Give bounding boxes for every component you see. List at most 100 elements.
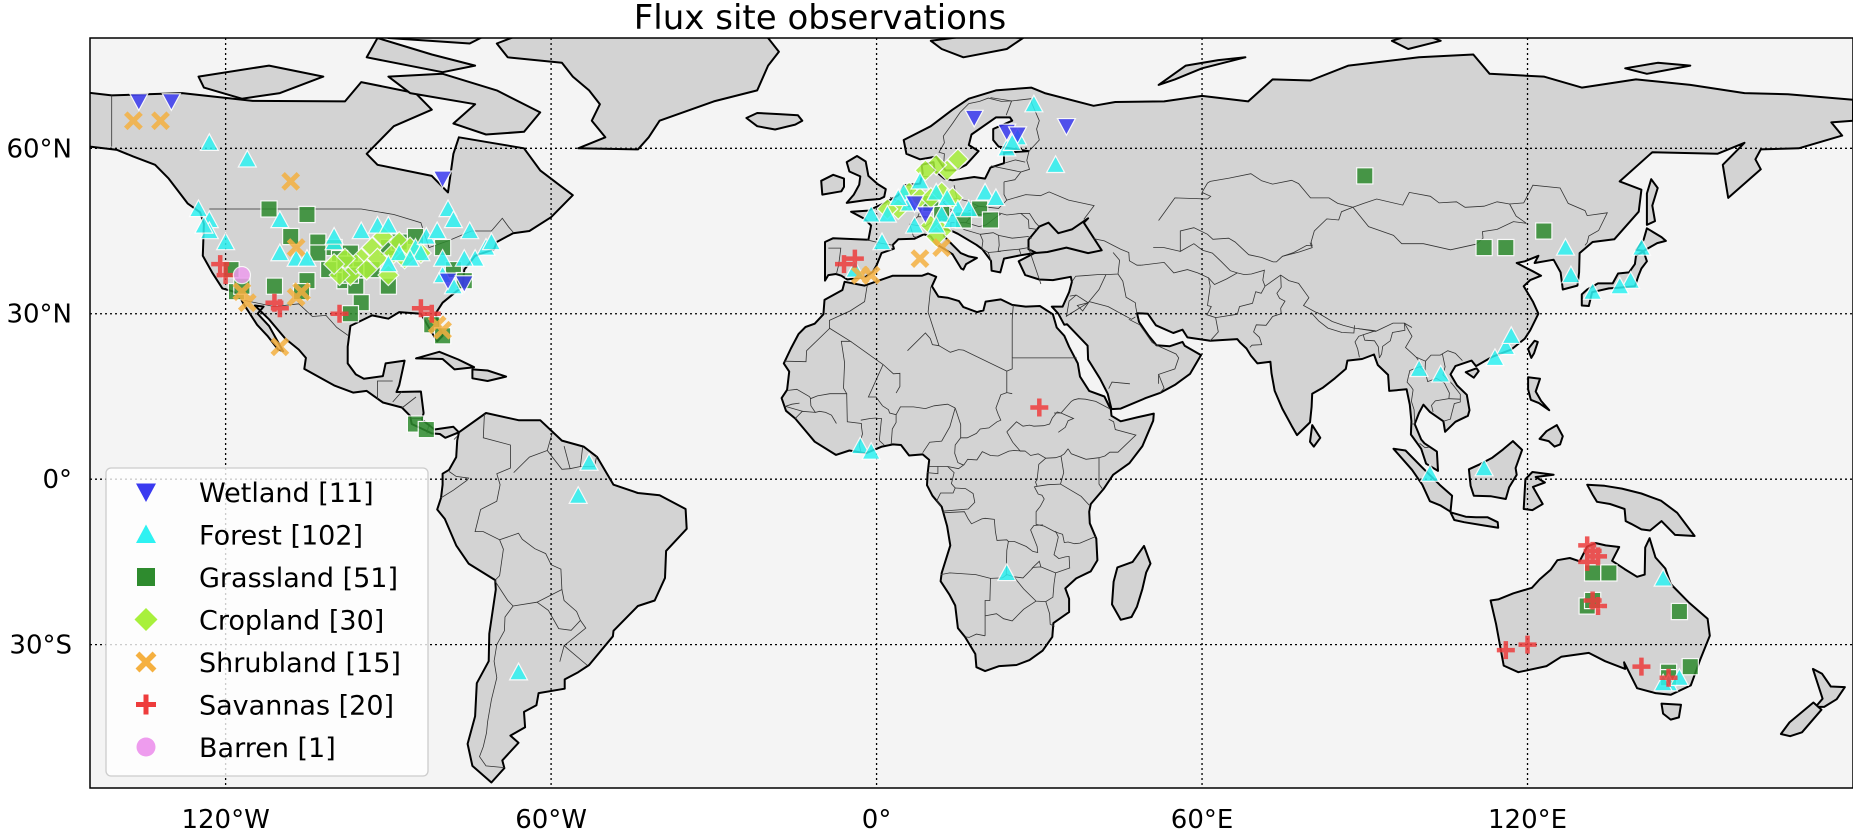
shrubland-site-marker	[270, 337, 290, 357]
forest-site-marker	[1631, 237, 1652, 256]
shrubland-site-marker	[237, 293, 257, 313]
site-markers	[123, 93, 1699, 692]
forest-site-marker	[427, 220, 448, 240]
country-border	[1020, 213, 1040, 227]
country-border	[936, 466, 956, 508]
lon-tick-label: 120°W	[181, 805, 269, 835]
grassland-site-marker	[260, 200, 278, 218]
savannas-site-marker	[1578, 552, 1597, 571]
forest-site-marker	[1555, 237, 1576, 256]
forest-site-marker	[1023, 93, 1044, 113]
wetland-site-marker	[1007, 126, 1028, 145]
shrubland-site-marker	[281, 171, 301, 191]
forest-site-marker	[1045, 154, 1066, 174]
land-polygon	[1449, 511, 1500, 529]
country-border	[988, 251, 1001, 253]
land-polygon	[1157, 56, 1247, 86]
forest-site-marker	[1620, 270, 1641, 289]
country-border	[392, 391, 403, 403]
shrubland-legend-marker	[135, 651, 157, 673]
land-polygon	[1111, 544, 1152, 621]
forest-site-marker	[975, 182, 996, 201]
country-border	[1158, 173, 1353, 221]
forest-site-marker	[850, 435, 871, 455]
country-border	[1076, 301, 1136, 320]
wetland-site-marker	[964, 109, 985, 129]
savannas-site-marker	[1589, 597, 1608, 616]
grassland-site-marker	[1670, 602, 1689, 621]
barren-sites	[232, 265, 252, 285]
forest-sites	[188, 93, 1690, 692]
forest-legend-marker	[136, 524, 156, 543]
country-border	[1011, 304, 1014, 359]
cropland-site-marker	[946, 148, 970, 171]
country-border	[453, 435, 459, 440]
country-border	[1066, 294, 1077, 317]
country-border	[1156, 344, 1180, 384]
country-border	[1448, 398, 1461, 400]
grassland-site-marker	[265, 277, 284, 295]
forest-site-marker	[269, 242, 290, 262]
cropland-site-marker	[333, 247, 357, 270]
country-border	[474, 414, 511, 581]
wetland-site-marker	[454, 275, 475, 294]
country-border	[1419, 442, 1429, 449]
country-border	[513, 432, 553, 473]
legend-item-forest: Forest [102]	[136, 521, 363, 552]
forest-site-marker	[351, 220, 372, 240]
country-border	[1003, 159, 1026, 164]
lon-tick-label: 0°	[862, 805, 892, 835]
country-border	[1249, 275, 1286, 348]
forest-site-marker	[942, 209, 963, 229]
shrubland-site-marker	[286, 238, 306, 257]
land-polygon	[1309, 424, 1322, 448]
forest-site-marker	[269, 209, 290, 229]
shrubland-site-marker	[123, 111, 143, 131]
savannas-site-marker	[270, 299, 289, 318]
country-border	[1031, 560, 1042, 569]
country-border	[1003, 151, 1030, 183]
savannas-site-marker	[422, 304, 441, 323]
country-border	[922, 407, 956, 453]
forest-site-marker	[1609, 275, 1630, 295]
savannas-site-marker	[1583, 541, 1602, 560]
country-border	[1053, 530, 1071, 574]
savannas-site-marker	[845, 249, 864, 268]
legend-item-grassland: Grassland [51]	[137, 563, 398, 594]
forest-site-marker	[324, 226, 345, 245]
country-border	[536, 589, 581, 631]
forest-site-marker	[1409, 358, 1430, 378]
wetland-site-marker	[904, 195, 925, 214]
wetland-sites	[128, 93, 1077, 294]
country-border	[927, 286, 932, 313]
country-border	[1045, 601, 1055, 627]
legend-label: Barren [1]	[199, 733, 336, 764]
cropland-site-marker	[322, 252, 346, 276]
country-border	[1006, 431, 1069, 459]
country-border	[1379, 323, 1406, 359]
forest-site-marker	[1495, 336, 1516, 356]
forest-site-marker	[1560, 264, 1581, 284]
land-polygon	[1464, 367, 1480, 379]
forest-site-marker	[1501, 325, 1522, 345]
forest-site-marker	[1430, 364, 1451, 383]
legend-label: Wetland [11]	[199, 478, 374, 509]
land-polygon	[436, 412, 688, 784]
country-border	[440, 471, 470, 499]
savannas-site-marker	[1496, 641, 1515, 660]
land-polygon	[929, 38, 1024, 59]
cropland-site-marker	[366, 247, 389, 270]
forest-site-marker	[215, 231, 236, 251]
land-polygon	[1538, 424, 1564, 448]
country-border	[954, 437, 1026, 466]
land-polygon	[820, 173, 845, 196]
wetland-legend-marker	[136, 483, 156, 502]
country-border	[1098, 457, 1103, 489]
country-border	[1282, 242, 1313, 257]
forest-site-marker	[378, 215, 399, 234]
country-border	[784, 402, 803, 412]
forest-site-marker	[454, 248, 475, 267]
lat-tick-label: 30°S	[9, 631, 72, 661]
country-border	[377, 380, 393, 400]
